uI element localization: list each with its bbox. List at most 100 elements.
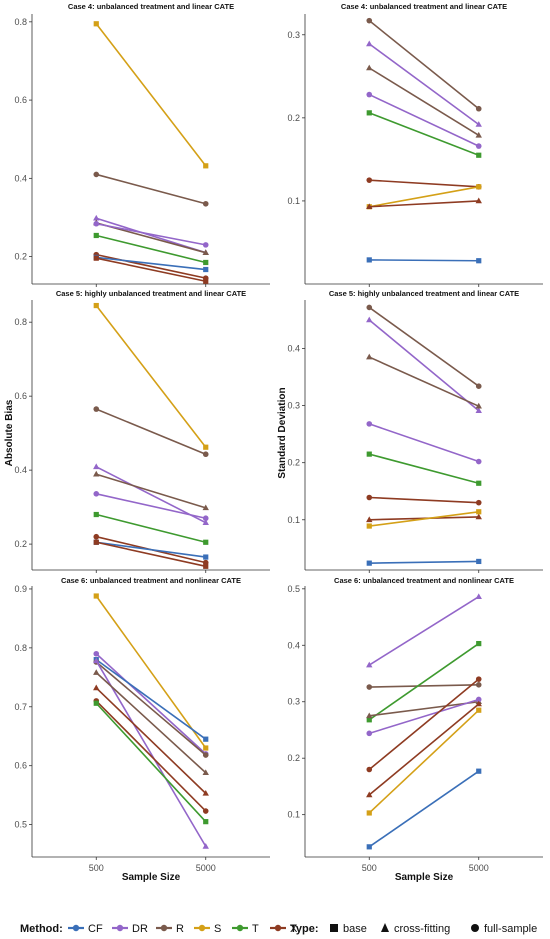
panel-title: Case 4: unbalanced treatment and linear … bbox=[68, 2, 234, 11]
y-tick-label: 0.4 bbox=[14, 465, 27, 475]
series-line bbox=[95, 305, 207, 448]
circle-icon bbox=[471, 924, 479, 932]
data-point bbox=[366, 91, 373, 98]
series-line bbox=[368, 356, 480, 407]
data-point bbox=[93, 593, 99, 599]
series-line bbox=[369, 179, 479, 188]
data-point bbox=[366, 177, 373, 183]
y-tick-label: 0.9 bbox=[14, 584, 27, 594]
series-S-base bbox=[366, 509, 482, 529]
series-line bbox=[96, 257, 206, 283]
series-line bbox=[96, 234, 206, 264]
data-point bbox=[475, 513, 482, 520]
data-point bbox=[202, 504, 209, 511]
series-line bbox=[95, 660, 207, 847]
y-tick-label: 0.1 bbox=[287, 810, 300, 820]
data-point bbox=[202, 808, 209, 814]
series-R-full-sample bbox=[93, 406, 209, 458]
series-line bbox=[96, 473, 206, 509]
data-point bbox=[475, 121, 482, 127]
series-R-full-sample bbox=[366, 682, 482, 690]
data-point bbox=[475, 458, 482, 465]
series-line bbox=[96, 256, 206, 271]
series-line bbox=[369, 259, 479, 262]
series-line bbox=[96, 493, 206, 520]
data-point bbox=[475, 593, 482, 600]
series-X-full-sample bbox=[366, 676, 482, 773]
y-tick-label: 0.6 bbox=[14, 391, 27, 401]
data-point bbox=[366, 353, 373, 360]
right-x-axis-title: Sample Size bbox=[395, 872, 454, 883]
series-CF-base bbox=[93, 539, 209, 560]
series-X-full-sample bbox=[93, 698, 209, 814]
data-point bbox=[476, 509, 482, 515]
series-S-base bbox=[93, 593, 209, 751]
legend-item-DR: DR bbox=[112, 923, 148, 935]
series-line bbox=[95, 595, 207, 749]
data-point bbox=[366, 516, 373, 523]
legend-label: base bbox=[343, 923, 367, 935]
series-line bbox=[369, 186, 479, 208]
series-R-cross-fitting bbox=[366, 64, 482, 138]
series-line bbox=[368, 596, 480, 666]
panel-title: Case 6: unbalanced treatment and nonline… bbox=[334, 576, 514, 585]
legend-item-R: R bbox=[156, 923, 184, 935]
y-tick-label: 0.7 bbox=[14, 702, 27, 712]
data-point bbox=[202, 789, 209, 796]
y-tick-label: 0.6 bbox=[14, 761, 27, 771]
series-line bbox=[96, 541, 206, 568]
data-point bbox=[366, 494, 373, 501]
legend-item-base: base bbox=[330, 923, 367, 935]
data-point bbox=[475, 197, 482, 204]
data-point bbox=[202, 519, 209, 525]
data-point bbox=[366, 766, 373, 773]
legend-label: X bbox=[290, 923, 298, 935]
series-line bbox=[368, 423, 480, 463]
series-T-base bbox=[366, 640, 482, 723]
series-DR-full-sample bbox=[366, 421, 482, 465]
data-point bbox=[93, 21, 99, 27]
data-point bbox=[476, 640, 482, 647]
series-line bbox=[96, 173, 206, 205]
legend-method-title: Method: bbox=[20, 923, 63, 935]
data-point bbox=[202, 769, 209, 776]
series-DR-full-sample bbox=[366, 696, 482, 737]
series-line bbox=[95, 687, 207, 794]
legend-swatch-dot bbox=[236, 924, 244, 932]
series-line bbox=[368, 703, 480, 796]
data-point bbox=[475, 131, 482, 138]
legend-label: DR bbox=[132, 923, 148, 935]
data-point bbox=[203, 259, 209, 266]
data-point bbox=[93, 657, 100, 664]
chart-panel-2: Case 4: unbalanced treatment and linear … bbox=[287, 2, 543, 287]
data-point bbox=[366, 451, 372, 457]
series-line bbox=[95, 661, 207, 756]
y-tick-label: 0.2 bbox=[14, 252, 27, 262]
data-point bbox=[366, 661, 373, 668]
data-point bbox=[203, 563, 209, 569]
data-point bbox=[366, 717, 372, 723]
data-point bbox=[476, 184, 482, 190]
y-tick-label: 0.1 bbox=[287, 196, 300, 206]
data-point bbox=[366, 316, 373, 323]
right-y-axis-title: Standard Deviation bbox=[277, 387, 288, 478]
triangle-icon bbox=[381, 923, 389, 932]
y-tick-label: 0.3 bbox=[287, 401, 300, 411]
legend-swatch-dot bbox=[116, 924, 124, 932]
series-DR-full-sample bbox=[366, 91, 482, 149]
data-point bbox=[93, 700, 99, 706]
data-point bbox=[93, 669, 100, 675]
series-line bbox=[368, 709, 480, 814]
legend-label: S bbox=[214, 923, 221, 935]
data-point bbox=[366, 64, 373, 71]
data-point bbox=[93, 650, 100, 657]
series-T-base bbox=[93, 700, 209, 825]
y-tick-label: 0.4 bbox=[287, 344, 300, 354]
series-CF-base bbox=[366, 768, 482, 850]
legend-item-full-sample: full-sample bbox=[471, 923, 537, 935]
y-tick-label: 0.3 bbox=[287, 30, 300, 40]
series-R-cross-fitting bbox=[93, 470, 209, 511]
y-tick-label: 0.8 bbox=[14, 643, 27, 653]
series-DR-cross-fitting bbox=[366, 40, 482, 127]
legend-swatch-dot bbox=[274, 924, 282, 932]
